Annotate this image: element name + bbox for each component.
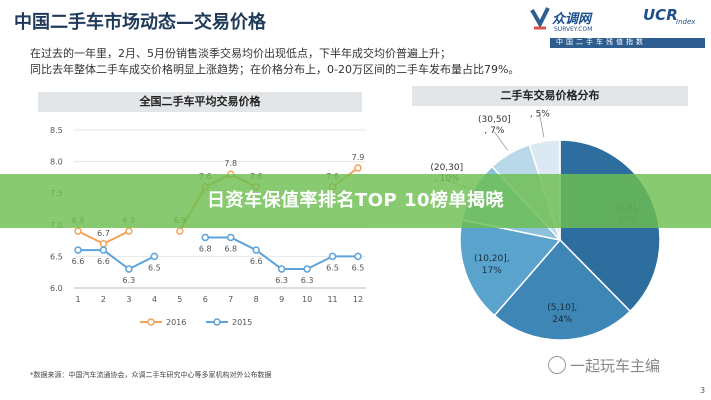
series-2016-data-label: 7.8	[224, 159, 237, 168]
pie-slice-percent: 17%	[482, 266, 502, 276]
series-2015-point	[226, 233, 235, 242]
series-2016-segment	[77, 230, 104, 245]
x-tick-label: 8	[254, 295, 259, 304]
wechat-icon	[548, 356, 566, 374]
y-tick-label: 6.5	[50, 252, 63, 261]
pie-chart-title: 二手车交易价格分布	[412, 86, 688, 106]
pie-slice-percent: , 5%	[530, 110, 550, 120]
logo-ucr: UCR	[643, 6, 678, 24]
series-2016-point	[354, 164, 362, 172]
watermark-text: 一起玩车主编	[570, 357, 661, 375]
series-2015-data-label: 6.6	[250, 257, 263, 266]
series-2015-segment	[128, 255, 155, 270]
series-2015-segment	[230, 236, 257, 251]
y-tick-label: 6.0	[50, 284, 63, 293]
legend-marker-2016	[147, 318, 155, 326]
pie-slice-label: (20,30]	[430, 163, 463, 173]
series-2015-point	[277, 265, 286, 273]
series-2016-segment	[103, 230, 130, 245]
series-2015-point	[125, 265, 133, 273]
watermark: 一起玩车主编	[548, 355, 660, 376]
logo: 众调网 SURVEY.COM UCR Index 中国二手车残值指数	[530, 4, 708, 50]
series-2016-data-label: 6.7	[97, 229, 110, 238]
series-2015-data-label: 6.5	[352, 263, 365, 272]
y-tick-label: 8.5	[50, 126, 63, 135]
legend-label-2016: 2016	[166, 318, 186, 327]
x-tick-label: 10	[302, 295, 312, 304]
series-2015-segment	[102, 249, 130, 270]
pie-slice-1	[493, 238, 632, 341]
x-tick-label: 12	[353, 295, 363, 304]
logo-brand: 众调网	[552, 12, 592, 27]
description: 在过去的一年里，2月、5月份销售淡季交易均价出现低点，下半年成交均价普遍上升； …	[30, 46, 519, 78]
x-tick-label: 1	[75, 295, 80, 304]
series-2015-data-label: 6.6	[72, 257, 85, 266]
series-2015-point	[354, 252, 362, 261]
logo-url: SURVEY.COM	[554, 26, 593, 33]
series-2016-point	[99, 240, 108, 248]
series-2015-segment	[306, 255, 333, 270]
pie-leader-line	[539, 115, 545, 138]
series-2015-data-label: 6.3	[275, 276, 288, 285]
series-2016-data-label: 7.9	[352, 153, 365, 162]
x-tick-label: 6	[203, 295, 208, 304]
series-2015-point	[150, 252, 159, 261]
series-2015-data-label: 6.3	[301, 276, 314, 285]
series-2015-segment	[255, 249, 283, 270]
pie-slice-percent: , 7%	[484, 126, 504, 136]
x-tick-label: 3	[126, 295, 131, 304]
series-2015-data-label: 6.5	[148, 263, 161, 272]
headline-banner: 日资车保值率排名TOP 10榜单揭晓	[0, 174, 711, 228]
x-tick-label: 5	[177, 295, 182, 304]
series-2015-point	[252, 246, 260, 254]
pie-slice-percent: 24%	[552, 315, 572, 325]
x-tick-label: 2	[101, 295, 106, 304]
x-tick-label: 4	[152, 295, 157, 304]
x-tick-label: 11	[327, 295, 337, 304]
description-line-1: 在过去的一年里，2月、5月份销售淡季交易均价出现低点，下半年成交均价普遍上升；	[30, 47, 451, 60]
x-tick-label: 9	[279, 295, 284, 304]
series-2015-data-label: 6.8	[224, 244, 237, 253]
series-2016-point	[74, 227, 82, 235]
logo-mark-icon	[530, 7, 550, 30]
logo-tagline-bar: 中国二手车残值指数	[550, 38, 705, 48]
line-chart-title: 全国二手车平均交易价格	[38, 92, 362, 112]
series-2015-point	[303, 265, 311, 273]
slide-title: 中国二手车市场动态—交易价格	[14, 12, 266, 33]
logo-index: Index	[676, 18, 696, 26]
series-2016-point	[125, 227, 133, 235]
pie-slice-label: (10,20],	[474, 254, 510, 264]
data-source-note: *数据来源：中国汽车流通协会，众调二手车研究中心等多家机构对外公布数据	[30, 371, 272, 379]
series-2015-point	[201, 233, 210, 242]
series-2016-point	[176, 227, 184, 235]
pie-slice-label: (5,10],	[547, 303, 577, 313]
pie-leader-line	[494, 131, 508, 151]
series-2015-data-label: 6.5	[326, 263, 339, 272]
legend-marker-2015	[213, 318, 221, 326]
y-tick-label: 8.0	[50, 158, 63, 167]
pie-slice-label: (30,50]	[478, 115, 511, 125]
page-number: 3	[700, 386, 706, 395]
pie-chart: (0,5],38%(5,10],24%(10,20],17%(20,30], 1…	[430, 110, 661, 341]
series-2015-data-label: 6.3	[123, 276, 136, 285]
series-2015-data-label: 6.8	[199, 244, 212, 253]
description-line-2: 同比去年整体二手车成交价格明显上涨趋势；在价格分布上，0-20万区间的二手车发布…	[30, 63, 520, 76]
legend-label-2015: 2015	[232, 318, 252, 327]
line-chart: 6.06.57.07.58.08.51234567891011126.96.76…	[50, 126, 366, 327]
series-2015-point	[328, 252, 337, 261]
x-tick-label: 7	[228, 295, 233, 304]
series-2015-point	[99, 246, 108, 254]
logo-tagline: 中国二手车残值指数	[556, 38, 646, 46]
series-2015-data-label: 6.6	[97, 257, 110, 266]
series-2015-point	[74, 246, 82, 254]
